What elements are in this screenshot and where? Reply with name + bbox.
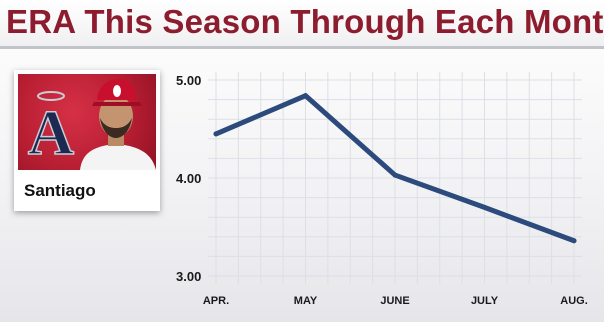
x-axis-ticks: APR. MAY JUNE JULY AUG. xyxy=(203,295,588,307)
y-axis-ticks: 3.00 4.00 5.00 xyxy=(176,73,201,284)
grid-lines xyxy=(208,72,582,284)
player-name: Santiago xyxy=(24,180,96,200)
era-data-point xyxy=(392,172,398,178)
y-tick-label: 4.00 xyxy=(176,171,201,186)
era-data-point xyxy=(303,93,308,99)
title-bar: ERA This Season Through Each Month xyxy=(0,0,604,49)
player-photo-art: A xyxy=(27,79,156,170)
player-photo: A xyxy=(18,74,156,170)
halo-icon xyxy=(37,91,65,101)
x-tick-label: AUG. xyxy=(560,295,588,307)
x-tick-label: JULY xyxy=(471,295,499,307)
era-data-point xyxy=(482,204,487,210)
era-data-point xyxy=(571,238,577,244)
y-tick-label: 5.00 xyxy=(176,73,201,88)
team-logo-icon: A xyxy=(28,97,74,168)
x-tick-label: MAY xyxy=(294,295,318,307)
era-data-point xyxy=(213,131,219,137)
era-line-chart: 3.00 4.00 5.00 APR. MAY JUNE JULY AUG. xyxy=(176,72,588,307)
x-tick-label: JUNE xyxy=(380,295,409,307)
y-tick-label: 3.00 xyxy=(176,269,201,284)
series-layer xyxy=(213,93,577,244)
player-headshot xyxy=(80,79,156,170)
chart-title: ERA This Season Through Each Month xyxy=(6,3,604,40)
era-chart: 3.00 4.00 5.00 APR. MAY JUNE JULY AUG. xyxy=(160,52,604,322)
x-tick-label: APR. xyxy=(203,295,229,307)
player-card: A Santiago xyxy=(14,70,160,211)
